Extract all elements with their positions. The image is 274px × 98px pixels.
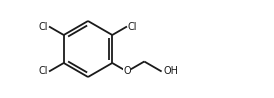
Text: O: O <box>123 67 131 77</box>
Text: Cl: Cl <box>39 21 48 31</box>
Text: Cl: Cl <box>128 21 138 31</box>
Text: Cl: Cl <box>39 67 48 77</box>
Text: OH: OH <box>164 67 179 77</box>
